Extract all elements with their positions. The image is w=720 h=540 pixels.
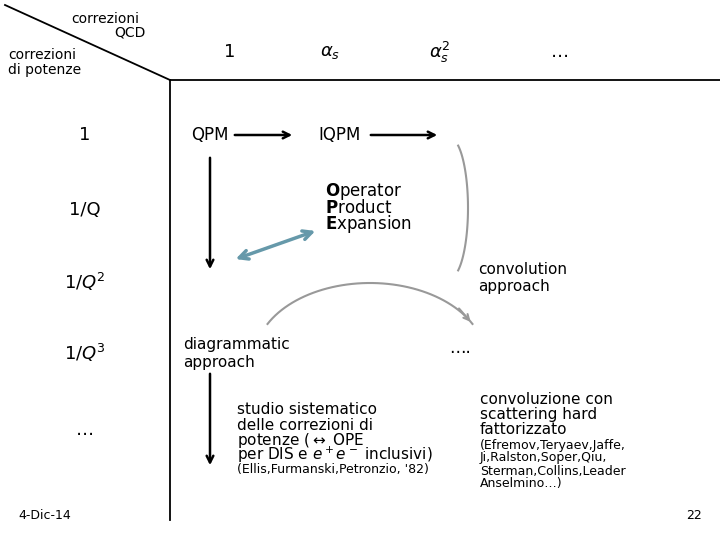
Text: 4-Dic-14: 4-Dic-14 bbox=[18, 509, 71, 522]
Text: …: … bbox=[551, 43, 569, 61]
Text: (Ellis,Furmanski,Petronzio, '82): (Ellis,Furmanski,Petronzio, '82) bbox=[237, 463, 429, 476]
Text: 1: 1 bbox=[225, 43, 235, 61]
Text: (Efremov,Teryaev,Jaffe,: (Efremov,Teryaev,Jaffe, bbox=[480, 438, 626, 451]
Text: per DIS e $e^+e^-$ inclusivi): per DIS e $e^+e^-$ inclusivi) bbox=[237, 445, 433, 465]
Text: IQPM: IQPM bbox=[319, 126, 361, 144]
Text: correzioni: correzioni bbox=[8, 48, 76, 62]
Text: Sterman,Collins,Leader: Sterman,Collins,Leader bbox=[480, 464, 626, 477]
Text: QPM: QPM bbox=[192, 126, 229, 144]
Text: convolution: convolution bbox=[478, 262, 567, 278]
Text: 1: 1 bbox=[79, 126, 91, 144]
Text: $1/Q^2$: $1/Q^2$ bbox=[64, 271, 106, 293]
Text: 1/Q: 1/Q bbox=[69, 201, 101, 219]
Text: $\mathbf{E}$xpansion: $\mathbf{E}$xpansion bbox=[325, 213, 412, 235]
Text: approach: approach bbox=[183, 354, 255, 369]
Text: approach: approach bbox=[478, 280, 550, 294]
Text: …: … bbox=[76, 421, 94, 439]
Text: diagrammatic: diagrammatic bbox=[183, 336, 289, 352]
Text: 22: 22 bbox=[686, 509, 702, 522]
Text: Anselmino…): Anselmino…) bbox=[480, 477, 562, 490]
Text: studio sistematico: studio sistematico bbox=[237, 402, 377, 417]
Text: QCD: QCD bbox=[114, 26, 145, 40]
Text: delle correzioni di: delle correzioni di bbox=[237, 417, 373, 433]
Text: di potenze: di potenze bbox=[8, 63, 81, 77]
Text: correzioni: correzioni bbox=[71, 12, 139, 26]
Text: potenze ($\leftrightarrow$ OPE: potenze ($\leftrightarrow$ OPE bbox=[237, 430, 364, 449]
Text: fattorizzato: fattorizzato bbox=[480, 422, 567, 437]
Text: $\alpha_s$: $\alpha_s$ bbox=[320, 43, 340, 61]
Text: $\mathbf{O}$perator: $\mathbf{O}$perator bbox=[325, 181, 402, 202]
Text: scattering hard: scattering hard bbox=[480, 408, 597, 422]
Text: $\mathbf{P}$roduct: $\mathbf{P}$roduct bbox=[325, 199, 392, 217]
Text: convoluzione con: convoluzione con bbox=[480, 393, 613, 408]
Text: ….: …. bbox=[449, 339, 471, 357]
Text: Ji,Ralston,Soper,Qiu,: Ji,Ralston,Soper,Qiu, bbox=[480, 451, 608, 464]
Text: $\alpha_s^2$: $\alpha_s^2$ bbox=[429, 39, 451, 65]
Text: $1/Q^3$: $1/Q^3$ bbox=[64, 342, 106, 364]
